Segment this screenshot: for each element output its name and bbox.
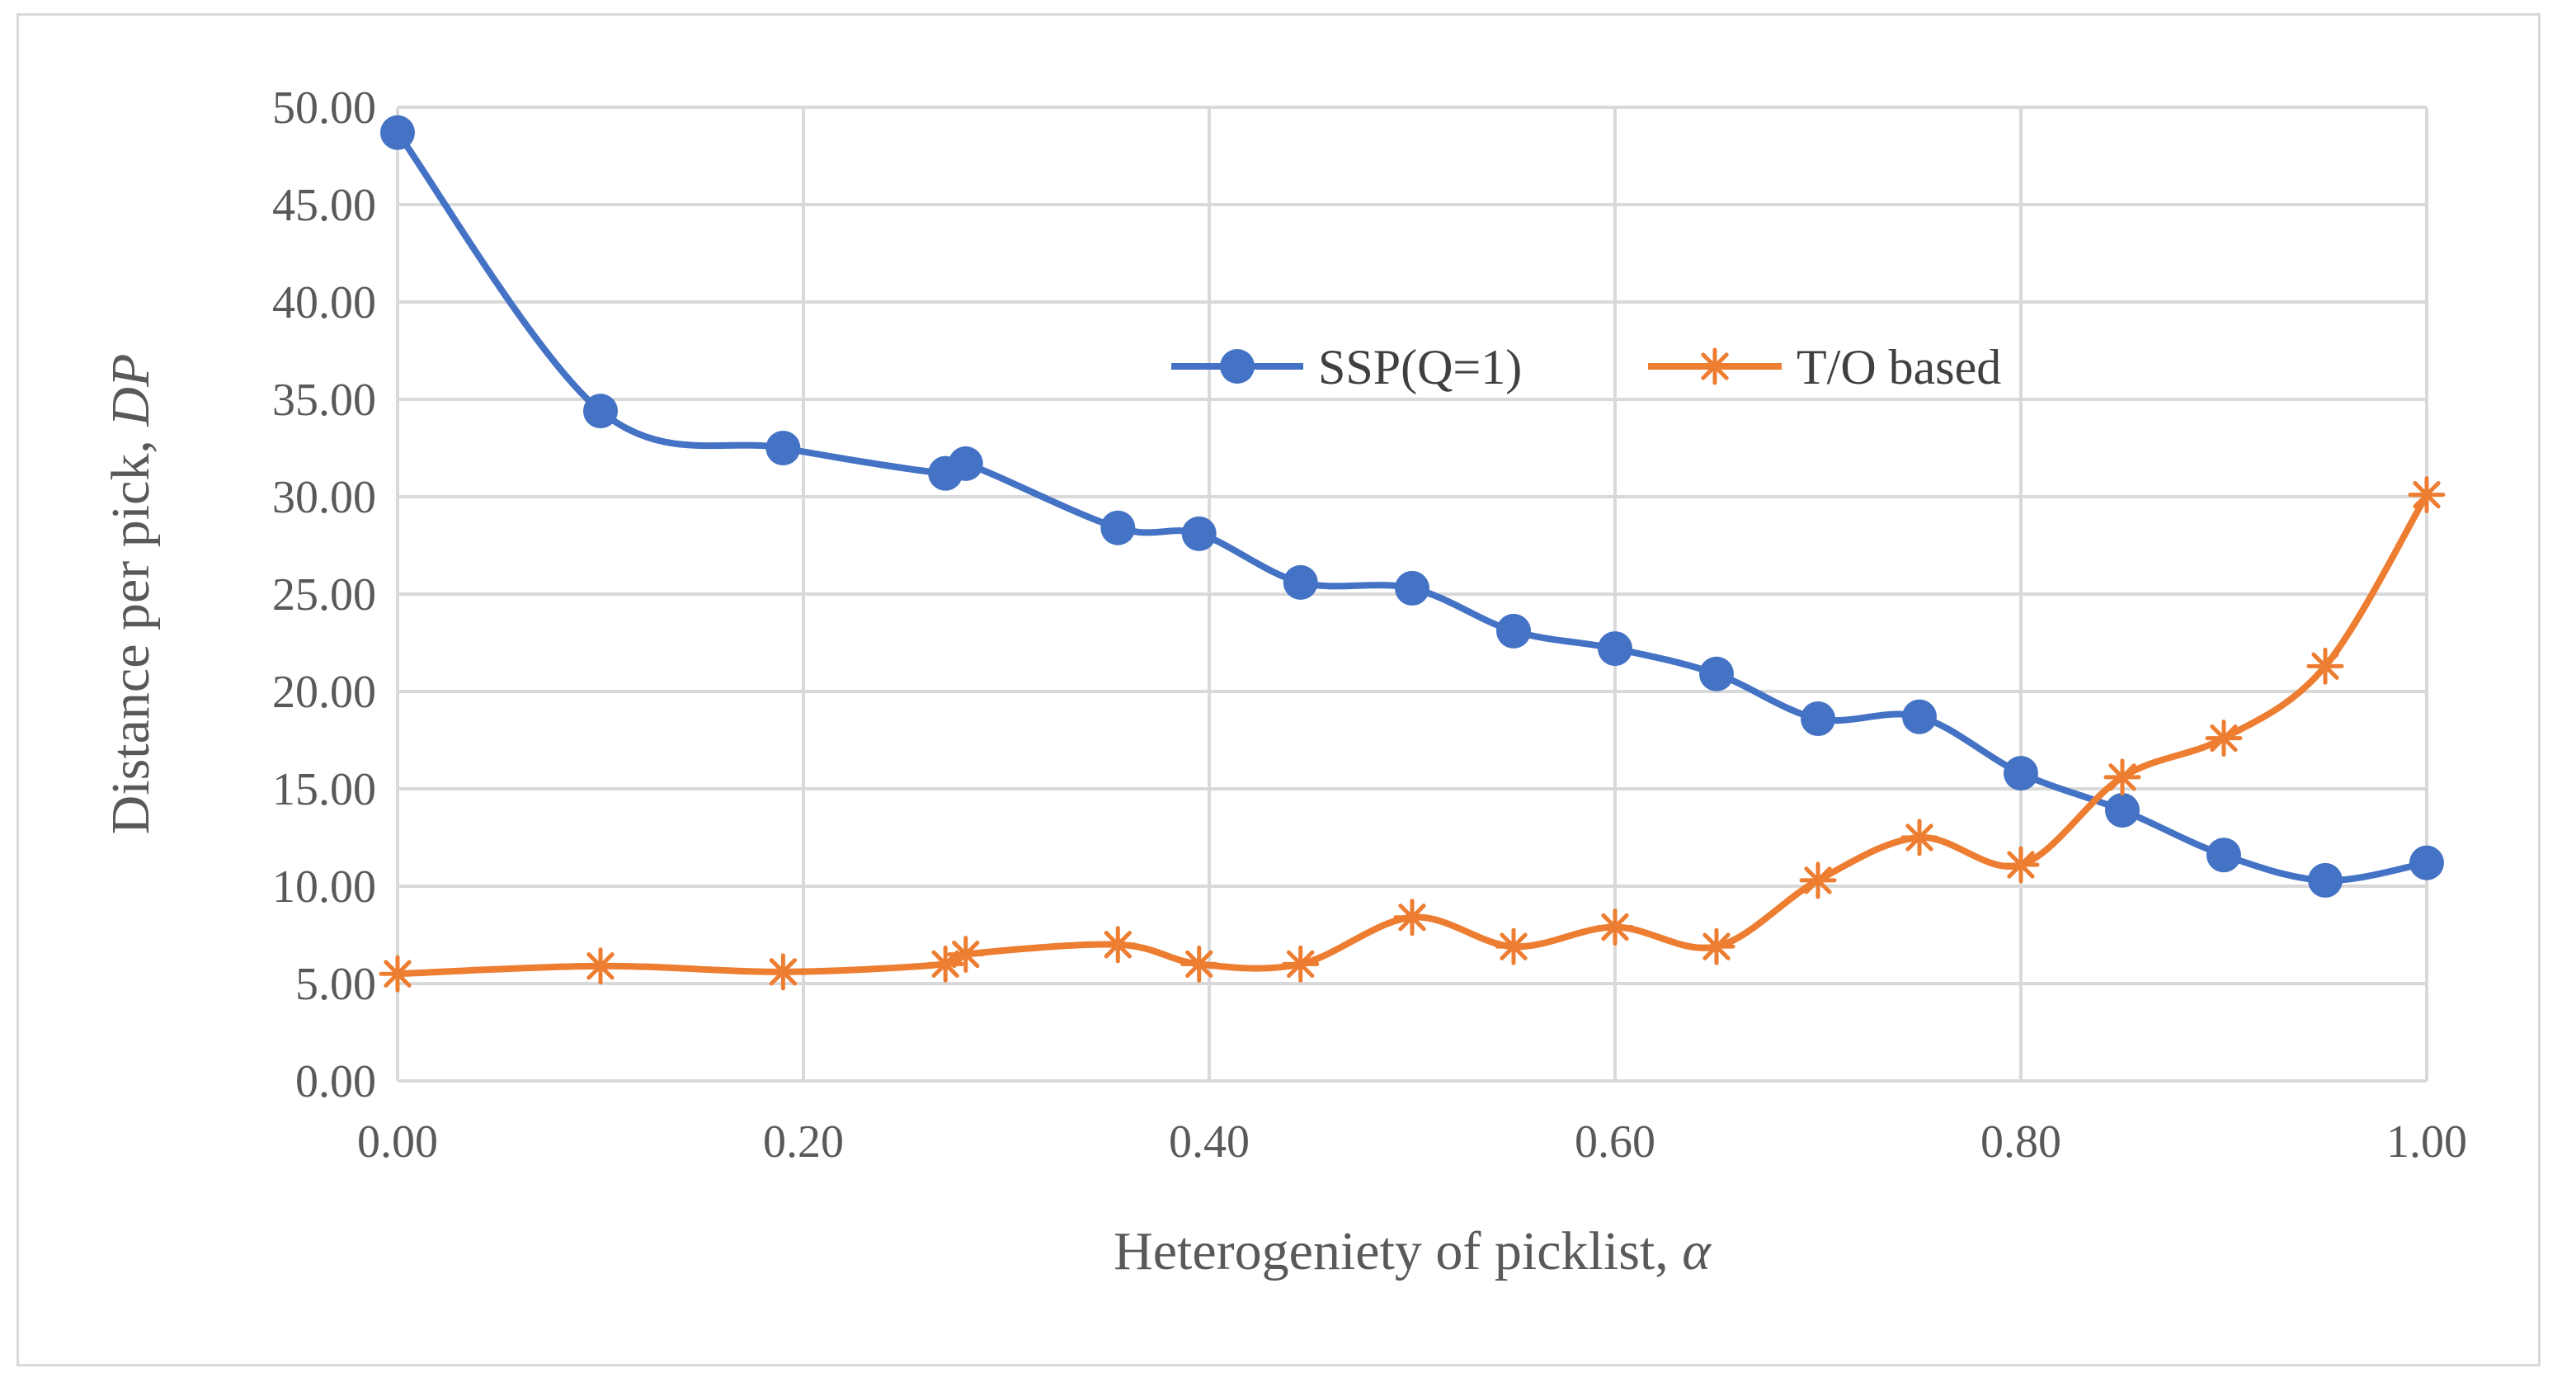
- x-tick-label: 0.40: [1169, 1116, 1250, 1168]
- y-tick-label: 30.00: [272, 472, 376, 523]
- data-point-t-o-based: [764, 953, 802, 991]
- x-axis-title-symbol: α: [1682, 1221, 1712, 1281]
- y-axis-title-text: Distance per pick,: [101, 427, 161, 835]
- data-point-ssp-q-1: [1598, 631, 1632, 667]
- data-point-ssp-q-1: [2004, 756, 2038, 791]
- legend-marker-ssp: [1220, 349, 1255, 384]
- grid: [396, 106, 2428, 1083]
- y-tick-label: 10.00: [272, 861, 376, 913]
- legend-marker-to-based: [1696, 347, 1734, 385]
- x-tick-label: 0.80: [1980, 1116, 2061, 1168]
- x-axis-title: Heterogeniety of picklist, α: [1114, 1221, 1712, 1281]
- y-tick-label: 50.00: [272, 83, 376, 134]
- x-tick-label: 0.60: [1575, 1116, 1655, 1168]
- legend-asterisk: [1696, 347, 1734, 385]
- data-point-t-o-based: [379, 955, 417, 993]
- y-tick-label: 15.00: [272, 764, 376, 815]
- data-point-t-o-based: [1393, 899, 1431, 937]
- x-axis-title-text: Heterogeniety of picklist,: [1114, 1221, 1682, 1281]
- x-tick-label: 1.00: [2386, 1116, 2467, 1168]
- data-point-t-o-based: [1180, 945, 1218, 983]
- data-point-ssp-q-1: [1395, 570, 1429, 606]
- data-point-ssp-q-1: [1902, 699, 1937, 734]
- legend: SSP(Q=1) T/O based: [1171, 340, 2001, 394]
- data-point-t-o-based: [1799, 861, 1837, 899]
- data-point-t-o-based: [1282, 945, 1320, 983]
- x-tick-label: 0.20: [763, 1116, 844, 1168]
- data-point-t-o-based: [1596, 908, 1634, 946]
- data-point-ssp-q-1: [2105, 792, 2140, 828]
- data-point-t-o-based: [2408, 476, 2446, 514]
- series: [379, 115, 2446, 993]
- data-point-ssp-q-1: [948, 446, 983, 481]
- data-point-ssp-q-1: [1801, 701, 1835, 737]
- data-point-ssp-q-1: [1283, 564, 1318, 600]
- data-point-t-o-based: [1495, 927, 1533, 965]
- y-tick-label: 5.00: [295, 959, 376, 1010]
- data-point-ssp-q-1: [2409, 845, 2444, 880]
- data-point-t-o-based: [1099, 926, 1137, 964]
- data-point-ssp-q-1: [380, 115, 415, 150]
- legend-label-to-based: T/O based: [1797, 340, 2001, 394]
- data-point-t-o-based: [947, 936, 985, 974]
- data-point-t-o-based: [2103, 758, 2141, 796]
- y-tick-label: 40.00: [272, 277, 376, 328]
- data-point-ssp-q-1: [765, 431, 801, 465]
- series-line-ssp-q-1: [394, 130, 2428, 884]
- data-point-ssp-q-1: [1699, 656, 1734, 691]
- data-point-ssp-q-1: [1100, 510, 1136, 545]
- data-point-ssp-q-1: [583, 394, 618, 429]
- data-point-ssp-q-1: [1496, 613, 1531, 649]
- legend-label-ssp: SSP(Q=1): [1318, 340, 1522, 394]
- y-tick-label: 20.00: [272, 667, 376, 718]
- data-point-ssp-q-1: [2206, 838, 2241, 873]
- y-tick-label: 25.00: [272, 569, 376, 621]
- y-tick-label: 0.00: [295, 1056, 376, 1107]
- axes: 0.00 5.00 10.00 15.00 20.00 25.00 30.00 35.00 40…: [272, 83, 2467, 1168]
- data-point-t-o-based: [2306, 647, 2344, 685]
- data-point-t-o-based: [1698, 927, 1735, 965]
- y-tick-label: 45.00: [272, 180, 376, 231]
- data-point-t-o-based: [2205, 720, 2243, 757]
- data-point-t-o-based: [582, 947, 619, 985]
- data-point-t-o-based: [2002, 846, 2040, 884]
- y-axis-title: Distance per pick, DP: [101, 354, 161, 835]
- x-tick-label: 0.00: [357, 1116, 438, 1168]
- data-point-t-o-based: [1900, 819, 1938, 856]
- y-tick-label: 35.00: [272, 375, 376, 426]
- data-point-ssp-q-1: [2308, 862, 2343, 898]
- data-point-ssp-q-1: [1181, 516, 1217, 551]
- y-axis-title-symbol: DP: [101, 354, 161, 427]
